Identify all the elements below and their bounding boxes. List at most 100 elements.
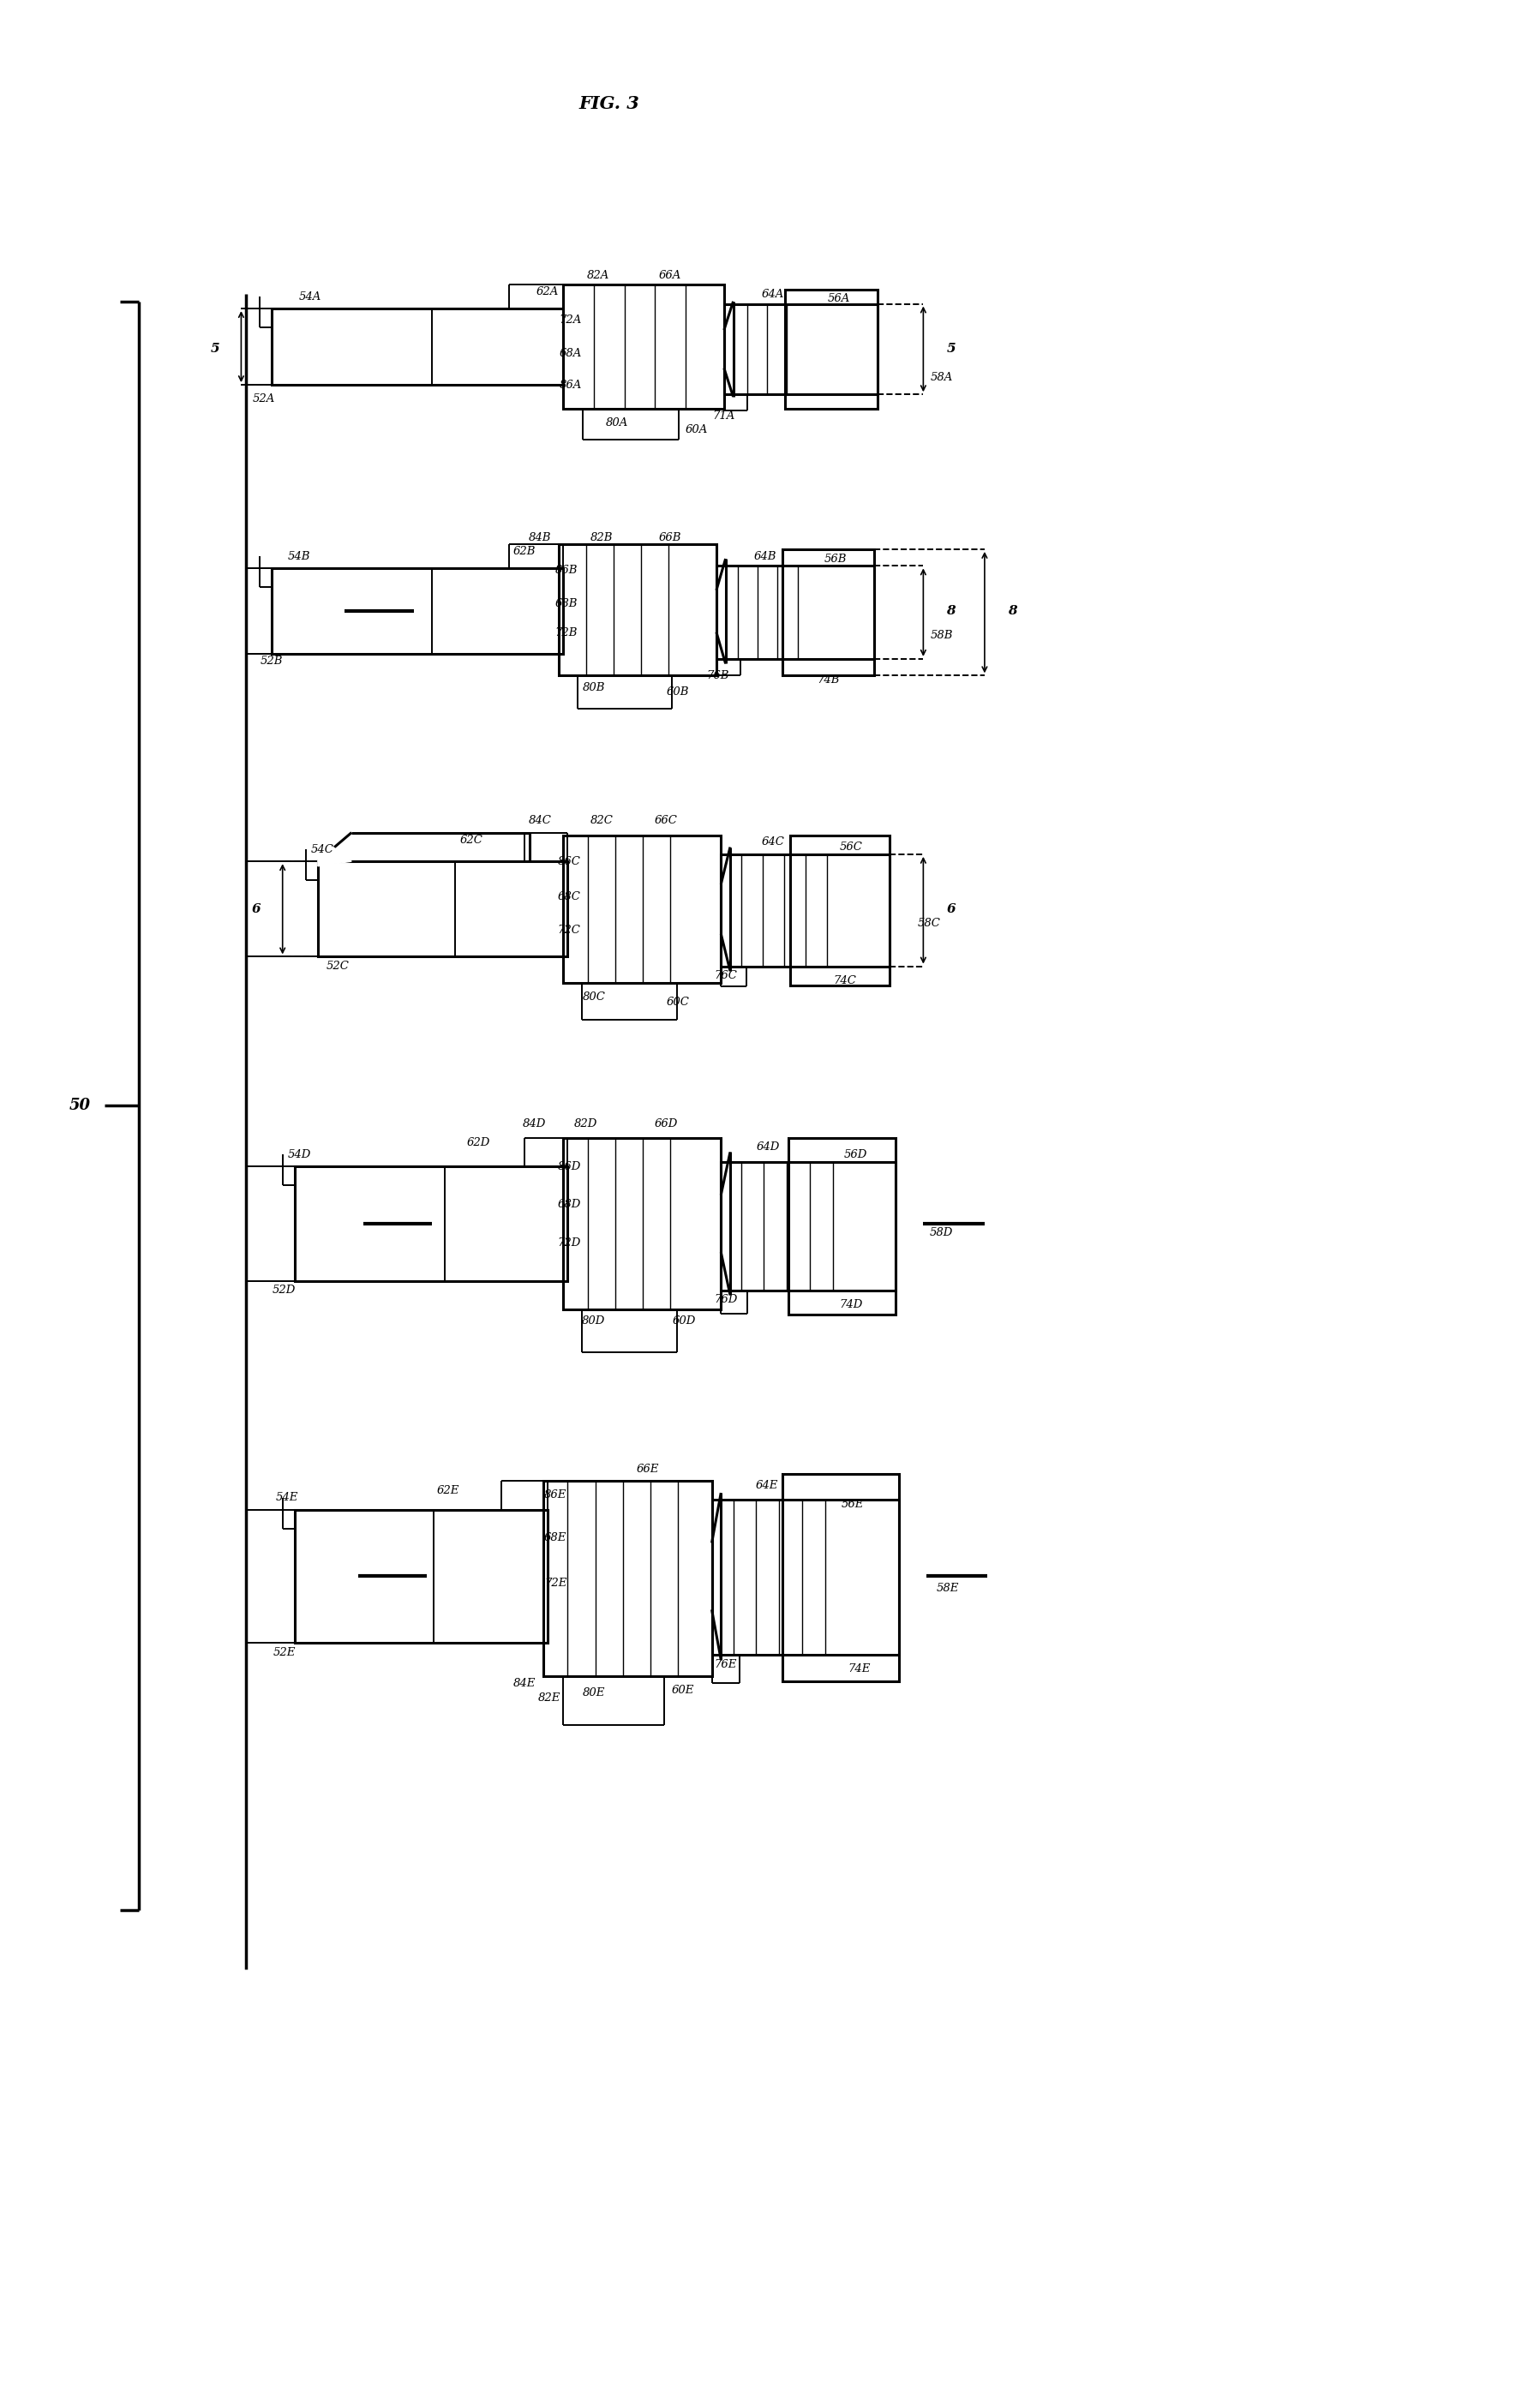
Bar <box>724 304 878 394</box>
Bar <box>559 545 716 676</box>
Text: 74D: 74D <box>839 1300 862 1310</box>
Text: 76B: 76B <box>707 669 730 681</box>
Text: 54D: 54D <box>288 1150 311 1159</box>
Text: 60A: 60A <box>685 425 708 435</box>
Text: 66E: 66E <box>636 1463 659 1475</box>
Text: 5: 5 <box>211 344 220 356</box>
Text: 64A: 64A <box>762 289 784 299</box>
Text: 60B: 60B <box>667 686 690 698</box>
Text: 54B: 54B <box>288 550 311 562</box>
Bar <box>782 550 875 676</box>
Text: 64D: 64D <box>756 1142 781 1152</box>
Text: 68D: 68D <box>557 1200 581 1209</box>
Text: 84E: 84E <box>513 1678 536 1690</box>
Text: 72A: 72A <box>559 315 582 325</box>
Polygon shape <box>317 834 351 865</box>
Text: 52B: 52B <box>260 655 283 667</box>
Bar <box>782 1475 899 1680</box>
Text: 60D: 60D <box>673 1317 696 1326</box>
Text: 58C: 58C <box>918 918 941 930</box>
Bar <box>294 1510 548 1642</box>
Text: 86E: 86E <box>544 1489 567 1501</box>
Text: 68B: 68B <box>554 598 578 609</box>
Text: 72B: 72B <box>554 626 578 638</box>
Text: 84C: 84C <box>528 815 551 827</box>
Text: FIG. 3: FIG. 3 <box>579 96 639 112</box>
Text: 8: 8 <box>1007 605 1016 617</box>
Text: 54C: 54C <box>311 844 334 856</box>
Text: 72E: 72E <box>544 1577 567 1589</box>
Text: 56C: 56C <box>839 841 862 853</box>
Text: 86B: 86B <box>554 564 578 576</box>
Text: 54A: 54A <box>299 292 322 301</box>
Bar <box>716 566 875 660</box>
Text: 64E: 64E <box>756 1479 778 1491</box>
Text: 71A: 71A <box>713 411 735 421</box>
Text: 66C: 66C <box>654 815 678 827</box>
Bar <box>544 1482 711 1675</box>
Text: 54E: 54E <box>276 1491 299 1503</box>
Text: 80D: 80D <box>582 1317 605 1326</box>
Text: 62D: 62D <box>467 1138 490 1147</box>
Text: 52E: 52E <box>273 1647 296 1659</box>
Text: 80E: 80E <box>582 1687 605 1699</box>
Text: 52C: 52C <box>326 961 350 973</box>
Text: 6: 6 <box>253 903 262 915</box>
Text: 68A: 68A <box>559 349 582 358</box>
Text: 62B: 62B <box>513 545 536 557</box>
Text: 66D: 66D <box>654 1119 678 1128</box>
Text: 76E: 76E <box>715 1659 736 1671</box>
Text: 60E: 60E <box>671 1685 695 1697</box>
Text: 74C: 74C <box>833 975 856 987</box>
Text: 62E: 62E <box>437 1484 459 1496</box>
Bar <box>273 569 564 655</box>
Text: 56E: 56E <box>841 1499 864 1510</box>
Bar <box>721 853 890 966</box>
Text: 76C: 76C <box>715 970 738 982</box>
Text: 56A: 56A <box>827 294 850 304</box>
Text: 82C: 82C <box>590 815 613 827</box>
Text: 50: 50 <box>69 1097 91 1114</box>
Text: 84B: 84B <box>528 531 551 543</box>
Text: 82D: 82D <box>574 1119 598 1128</box>
Text: 58A: 58A <box>930 373 953 382</box>
Text: 6: 6 <box>946 903 955 915</box>
Text: 86C: 86C <box>557 856 581 868</box>
Text: 66A: 66A <box>659 270 682 280</box>
Text: 68E: 68E <box>544 1532 567 1544</box>
Text: 82A: 82A <box>587 270 610 280</box>
Text: 58E: 58E <box>936 1582 959 1594</box>
Text: 66B: 66B <box>659 531 682 543</box>
Bar <box>564 834 721 982</box>
Text: 80A: 80A <box>605 418 628 428</box>
Bar <box>790 834 890 985</box>
Text: 52D: 52D <box>273 1286 296 1295</box>
Text: 82B: 82B <box>590 531 613 543</box>
Text: 62C: 62C <box>459 834 482 846</box>
Text: 56D: 56D <box>844 1150 867 1159</box>
Bar <box>788 1138 896 1314</box>
Text: 58D: 58D <box>930 1228 953 1238</box>
Text: 80C: 80C <box>582 992 605 1004</box>
Text: 76D: 76D <box>715 1295 738 1305</box>
Bar <box>564 1138 721 1310</box>
Text: 58B: 58B <box>930 629 953 641</box>
Text: 56B: 56B <box>824 552 847 564</box>
Bar <box>711 1501 899 1654</box>
Text: 5: 5 <box>946 344 955 356</box>
Text: 86D: 86D <box>557 1162 581 1171</box>
Text: 74B: 74B <box>816 674 839 686</box>
Bar <box>317 860 568 956</box>
Text: 72D: 72D <box>557 1238 581 1248</box>
Text: 52A: 52A <box>253 394 276 404</box>
Bar <box>273 308 564 385</box>
Bar <box>294 1166 568 1281</box>
Text: 80B: 80B <box>582 681 605 693</box>
Text: 84D: 84D <box>522 1119 545 1128</box>
Text: 72C: 72C <box>557 925 581 937</box>
Text: 86A: 86A <box>559 380 582 390</box>
Text: 8: 8 <box>946 605 955 617</box>
Bar <box>785 289 878 409</box>
Text: 62A: 62A <box>536 287 559 296</box>
Text: 60C: 60C <box>667 997 690 1009</box>
